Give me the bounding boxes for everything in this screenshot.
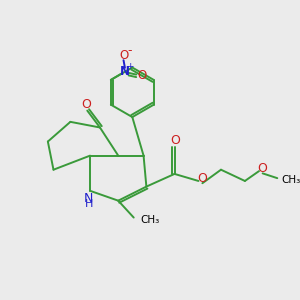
Text: N: N [120, 65, 130, 78]
Text: N: N [84, 192, 93, 205]
Text: O: O [138, 69, 147, 82]
Text: O: O [81, 98, 91, 111]
Text: O: O [119, 49, 128, 62]
Text: -: - [128, 44, 132, 57]
Text: O: O [170, 134, 180, 148]
Text: CH₃: CH₃ [141, 215, 160, 225]
Text: H: H [85, 199, 93, 209]
Text: O: O [197, 172, 207, 185]
Text: CH₃: CH₃ [281, 175, 300, 184]
Text: O: O [258, 162, 268, 175]
Text: +: + [126, 62, 134, 71]
